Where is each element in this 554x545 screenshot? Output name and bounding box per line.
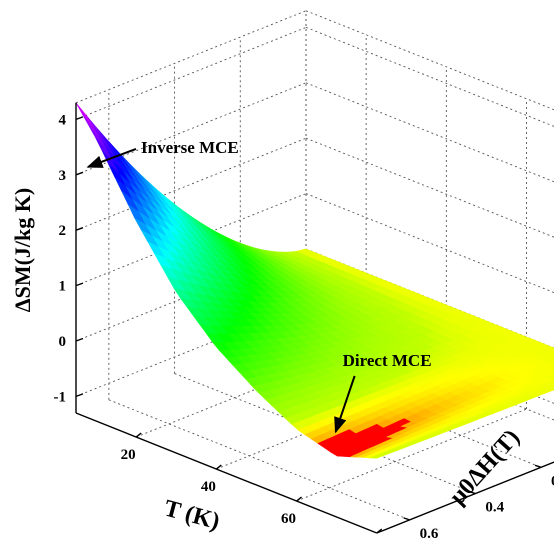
y-tick-mark bbox=[534, 464, 542, 468]
z-tick-mark bbox=[75, 227, 84, 231]
axes-box bbox=[75, 102, 554, 534]
grid-line bbox=[305, 137, 554, 238]
annotation-arrow bbox=[86, 148, 137, 168]
y-tick-mark bbox=[403, 517, 410, 521]
surface-patch bbox=[82, 114, 100, 138]
z-tick-label: 2 bbox=[59, 223, 67, 239]
x-axis-line bbox=[75, 412, 378, 534]
y-tick-label: 0.4 bbox=[485, 500, 504, 516]
grid-line bbox=[305, 193, 554, 294]
annotation-arrow bbox=[334, 375, 356, 434]
y-axis-line bbox=[376, 461, 554, 534]
annotation-inverse-mce: Inverse MCE bbox=[141, 138, 239, 157]
z-tick-mark bbox=[75, 393, 84, 398]
x-tick-mark bbox=[376, 528, 383, 534]
z-tick-mark bbox=[75, 337, 84, 342]
y-tick-label: 0.2 bbox=[551, 473, 554, 489]
surface-patch bbox=[370, 453, 388, 459]
z-tick-label: 4 bbox=[59, 112, 67, 128]
surface-patch bbox=[549, 353, 554, 357]
z-tick-label: 1 bbox=[59, 279, 67, 295]
grid-line bbox=[108, 399, 410, 521]
grid-line bbox=[305, 26, 554, 127]
surface-patch bbox=[548, 369, 554, 374]
x-tick-label: 40 bbox=[201, 479, 216, 495]
surface-patch bbox=[75, 102, 94, 127]
z-tick-label: -1 bbox=[54, 389, 67, 405]
tick-labels: -1012342040608000.20.40.6 bbox=[54, 112, 554, 545]
surface-plot bbox=[75, 102, 554, 459]
z-tick-label: 3 bbox=[59, 168, 67, 184]
grid-line bbox=[75, 26, 307, 120]
x-tick-mark bbox=[296, 496, 302, 502]
x-tick-mark bbox=[215, 464, 222, 470]
surface-patch bbox=[547, 384, 554, 390]
x-tick-label: 80 bbox=[361, 543, 376, 545]
y-axis-label: μ0ΔH(T) bbox=[445, 425, 525, 510]
z-tick-mark bbox=[75, 116, 84, 121]
y-tick-label: 0.6 bbox=[420, 526, 439, 542]
x-tick-mark bbox=[135, 432, 142, 438]
x-tick-label: 60 bbox=[281, 511, 296, 527]
x-tick-label: 20 bbox=[121, 447, 136, 463]
annotation-direct-mce: Direct MCE bbox=[343, 351, 432, 370]
z-axis-label: ΔSM(J/kg K) bbox=[10, 188, 35, 312]
z-tick-mark bbox=[75, 171, 84, 176]
grid-line bbox=[296, 408, 527, 502]
z-tick-mark bbox=[75, 282, 84, 287]
grid-line bbox=[75, 193, 307, 287]
grid-line bbox=[305, 82, 554, 183]
z-tick-label: 0 bbox=[59, 334, 67, 350]
grid-line bbox=[75, 10, 307, 104]
grid-line bbox=[75, 137, 307, 231]
y-tick-mark bbox=[469, 490, 476, 495]
grid-line bbox=[305, 10, 554, 111]
annotations: Inverse MCE Direct MCE bbox=[86, 138, 432, 434]
x-axis-label: T (K) bbox=[161, 495, 222, 535]
